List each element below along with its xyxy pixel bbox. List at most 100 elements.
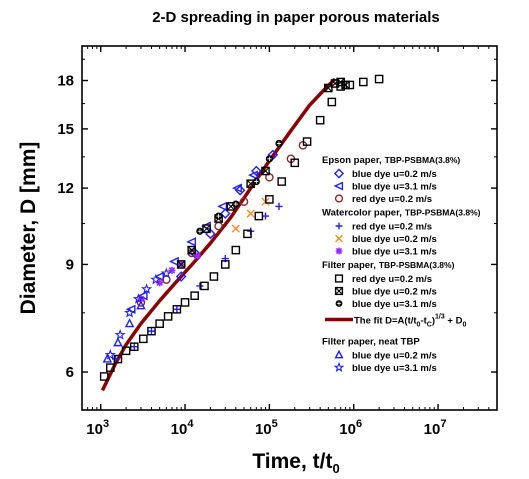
data-point-square [200,281,209,291]
data-point-square [129,342,139,352]
legend-swatch-star [333,361,345,373]
y-axis-ticks: 6 9 12 15 18 [57,58,497,381]
data-point-square-x [187,245,197,255]
data-point-square [180,298,190,307]
legend-entry: blue dye u=3.1 m/s [352,363,437,374]
data-point-plus [173,305,181,313]
data-point-diamond [219,208,231,219]
fit-curve [100,77,337,392]
data-points-layer [99,74,384,381]
data-point-square [290,158,300,168]
data-point-asterisk [168,266,176,274]
data-point-asterisk [156,279,164,287]
data-point-star [123,306,136,318]
data-point-square [190,291,199,300]
data-point-triangle-left [248,170,258,180]
data-point-square [209,272,219,281]
legend-entry: red dye u=0.2 m/s [352,222,432,233]
data-point-star [150,273,162,285]
legend-swatch-square-x [334,286,344,296]
data-point-dot [196,227,204,235]
data-point-square-x [202,224,211,233]
legend-swatch-diamond [333,168,345,179]
data-point-triangle-up [136,300,146,310]
data-point-star [114,329,126,340]
x-tick-label: 105 [255,418,278,438]
data-point-plus [196,282,204,290]
legend-entry-fit: The fit D=A(t/t0-tC)1/3 + D0 [354,314,466,329]
data-point-square [315,115,325,125]
data-point-dot [232,200,240,208]
legend-entry: blue dye u=0.2 m/s [352,351,437,362]
legend-swatch-circle [334,194,344,203]
data-point-dot [215,212,223,220]
legend-swatch-triangle-up [334,349,344,359]
data-point-star [140,283,153,294]
x-axis-label: Time, t/t0 [252,450,339,476]
legend: Epson paper, TBP-PSBMA(3.8%) blue dye u=0.… [322,155,481,374]
data-point-plus [147,327,156,335]
data-point-square [265,195,274,204]
data-point-star [104,348,116,360]
legend-entry: blue dye u=0.2 m/s [352,234,437,245]
data-point-square [147,326,156,336]
data-point-dot [252,177,260,186]
data-point-square [220,260,230,269]
data-point-square [277,177,287,186]
data-point-star [132,293,145,304]
data-point-square [163,312,173,321]
x-axis-ticks: 103 104 105 106 107 [81,46,498,438]
data-point-square [113,354,123,364]
legend-entry: blue dye u=3.1 m/s [352,247,437,258]
legend-entry: blue dye u=3.1 m/s [352,299,437,310]
data-point-square [302,137,312,146]
legend-swatch-triangle-left [333,181,344,191]
x-tick-label: 107 [424,418,447,438]
x-tick-label: 103 [86,418,109,438]
data-point-diamond [234,185,246,196]
legend-group-header: Epson paper, TBP-PSBMA(3.8%) [322,155,460,166]
x-tick-label: 104 [171,418,195,438]
data-point-square [106,363,115,372]
data-point-square [243,229,252,239]
data-point-square-x [341,80,350,90]
legend-swatch-cross [335,234,343,243]
data-point-triangle-left [232,183,242,193]
chart-title: 2-D spreading in paper porous materials [152,9,440,26]
legend-entry: blue dye u=0.2 m/s [352,287,437,298]
data-point-triangle-left [217,201,228,212]
data-point-triangle-up [102,353,113,363]
data-point-asterisk [193,252,201,260]
y-tick-label: 6 [66,364,74,381]
data-point-circle [239,197,249,207]
y-tick-label: 9 [66,256,74,273]
y-axis-label: Diameter, D [mm] [17,142,40,315]
data-point-dot [265,155,273,163]
data-point-square-x [261,166,270,176]
data-point-triangle-up [124,318,135,328]
data-point-circle [162,275,171,284]
legend-swatch-square [334,274,344,283]
data-point-star [160,267,172,279]
data-point-square [139,334,148,344]
data-point-square [254,211,264,221]
data-point-triangle-up [113,337,123,347]
data-point-square-x [176,260,186,269]
data-point-diamond [175,271,187,282]
data-point-dot [275,139,283,148]
data-point-square [172,305,182,314]
legend-swatch-asterisk [335,247,343,255]
data-point-circle [214,221,223,231]
legend-group-header: Watercolor paper, TBP-PSBMA(3.8%) [322,208,481,219]
y-tick-label: 18 [57,73,74,90]
data-point-square [359,77,368,87]
data-point-triangle-left [186,237,197,247]
x-tick-label: 106 [339,418,362,438]
legend-entry: red dye u=0.2 m/s [352,274,432,285]
legend-swatch-plus [335,222,343,230]
data-point-plus [130,343,138,351]
legend-swatch-dot [335,300,343,307]
data-point-diamond [189,247,200,259]
data-point-plus [275,202,283,211]
